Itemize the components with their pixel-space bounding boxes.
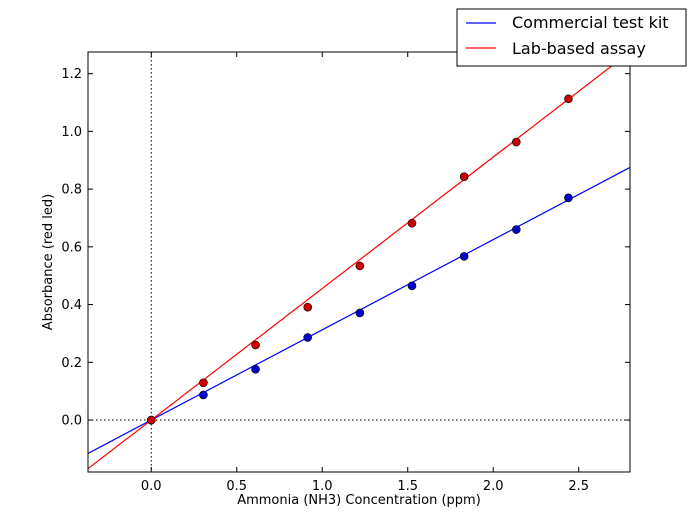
x-tick-label: 1.0 (312, 479, 333, 494)
legend-box (456, 8, 687, 67)
point-lab-based-assay-3 (303, 302, 313, 312)
point-lab-based-assay-0 (146, 415, 156, 425)
y-axis: 0.0 0.2 0.4 0.6 0.8 1.0 1.2 (61, 67, 630, 429)
x-tick-label: 0.0 (141, 479, 162, 494)
x-tick-label: 2.0 (483, 479, 504, 494)
data-markers (146, 94, 573, 425)
point-lab-based-assay-1 (199, 378, 208, 388)
plot-frame (87, 51, 631, 473)
point-lab-based-assay-6 (459, 172, 469, 182)
point-lab-based-assay-2 (251, 340, 260, 350)
fit-line-lab-based-assay (88, 52, 630, 470)
y-tick-label: 0.6 (61, 240, 82, 255)
x-tick-label: 2.5 (568, 479, 589, 494)
y-tick-label: 0.0 (61, 414, 82, 429)
x-axis-label: Ammonia (NH3) Concentration (ppm) (237, 493, 481, 508)
y-tick-label: 0.2 (61, 356, 82, 371)
y-tick-label: 0.8 (61, 183, 82, 198)
legend-label-commercial-test-kit: Commercial test kit (512, 13, 669, 32)
point-commercial-test-kit-7 (511, 225, 521, 234)
y-axis-label: Absorbance (red led) (41, 194, 56, 330)
y-tick-label: 1.0 (61, 125, 82, 140)
point-commercial-test-kit-3 (303, 333, 313, 342)
point-lab-based-assay-5 (407, 218, 417, 228)
y-tick-label: 1.2 (61, 67, 82, 82)
point-lab-based-assay-4 (355, 261, 365, 271)
point-commercial-test-kit-1 (199, 390, 208, 400)
legend-label-lab-based-assay: Lab-based assay (512, 39, 646, 58)
point-commercial-test-kit-5 (407, 281, 417, 291)
point-commercial-test-kit-8 (564, 193, 573, 203)
x-tick-label: 1.5 (397, 479, 418, 494)
point-commercial-test-kit-6 (459, 252, 469, 261)
point-commercial-test-kit-2 (251, 364, 260, 374)
y-tick-label: 0.4 (61, 298, 82, 313)
legend: Commercial test kit Lab-based assay (456, 8, 687, 67)
point-lab-based-assay-7 (511, 137, 521, 147)
point-lab-based-assay-8 (564, 94, 573, 104)
point-commercial-test-kit-4 (355, 308, 365, 318)
x-tick-label: 0.5 (226, 479, 247, 494)
x-axis: 0.0 0.5 1.0 1.5 2.0 2.5 (141, 52, 589, 494)
